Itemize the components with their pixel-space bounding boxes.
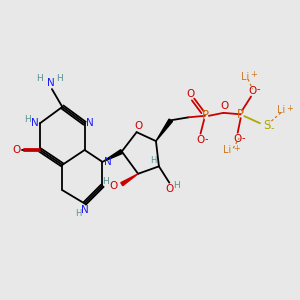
Text: H: H bbox=[24, 115, 31, 124]
Text: -: - bbox=[242, 133, 245, 143]
Text: O: O bbox=[13, 145, 21, 155]
Text: -: - bbox=[271, 123, 274, 133]
Text: N: N bbox=[81, 205, 88, 215]
Text: -: - bbox=[257, 84, 260, 94]
Text: +: + bbox=[250, 70, 257, 79]
Polygon shape bbox=[121, 174, 138, 186]
Text: Li: Li bbox=[277, 106, 285, 116]
Text: O: O bbox=[134, 121, 142, 130]
Text: H: H bbox=[102, 177, 109, 186]
Text: O: O bbox=[165, 184, 173, 194]
Text: N: N bbox=[104, 157, 112, 167]
Text: P: P bbox=[237, 108, 244, 121]
Text: N: N bbox=[31, 118, 39, 128]
Text: +: + bbox=[233, 144, 240, 153]
Text: +: + bbox=[286, 104, 293, 113]
Text: N: N bbox=[46, 78, 54, 88]
Text: H: H bbox=[173, 181, 180, 190]
Text: O: O bbox=[196, 135, 205, 145]
Text: H: H bbox=[36, 74, 43, 83]
Text: P: P bbox=[202, 109, 208, 122]
Text: H: H bbox=[56, 74, 63, 83]
Text: H: H bbox=[150, 156, 156, 165]
Polygon shape bbox=[156, 119, 172, 141]
Text: O: O bbox=[221, 101, 229, 111]
Text: O: O bbox=[187, 88, 195, 98]
Text: Li: Li bbox=[223, 145, 231, 155]
Polygon shape bbox=[102, 150, 123, 162]
Text: Li: Li bbox=[241, 72, 249, 82]
Text: O: O bbox=[234, 134, 242, 144]
Text: O: O bbox=[248, 85, 257, 96]
Text: -: - bbox=[204, 134, 208, 144]
Text: H: H bbox=[75, 209, 81, 218]
Text: N: N bbox=[86, 118, 94, 128]
Text: O: O bbox=[109, 181, 118, 191]
Text: S: S bbox=[263, 119, 270, 132]
